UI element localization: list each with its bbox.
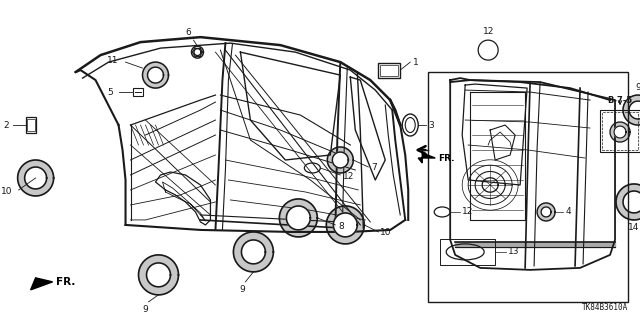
Polygon shape xyxy=(623,95,640,125)
Bar xyxy=(27,119,35,131)
Polygon shape xyxy=(326,206,364,244)
Bar xyxy=(428,72,628,302)
Polygon shape xyxy=(286,206,310,230)
Bar xyxy=(380,65,398,76)
Polygon shape xyxy=(147,67,163,83)
Text: TK84B3610A: TK84B3610A xyxy=(582,303,628,312)
Text: 12: 12 xyxy=(462,207,474,216)
Text: 12: 12 xyxy=(483,27,494,36)
Polygon shape xyxy=(629,101,640,119)
Polygon shape xyxy=(138,255,179,295)
Polygon shape xyxy=(18,160,54,196)
Text: 9: 9 xyxy=(143,305,148,314)
Polygon shape xyxy=(327,147,353,173)
Text: FR.: FR. xyxy=(438,154,454,163)
Text: 10: 10 xyxy=(1,188,13,196)
Polygon shape xyxy=(241,240,266,264)
Polygon shape xyxy=(623,191,640,213)
Text: 9: 9 xyxy=(239,285,245,294)
Polygon shape xyxy=(333,213,357,237)
Text: 12: 12 xyxy=(343,172,355,181)
Polygon shape xyxy=(418,153,435,163)
Polygon shape xyxy=(537,203,555,221)
Polygon shape xyxy=(194,49,201,56)
Text: 1: 1 xyxy=(413,58,419,67)
Bar xyxy=(132,88,143,96)
Text: FR.: FR. xyxy=(56,277,75,287)
Text: 11: 11 xyxy=(107,56,118,65)
Text: 5: 5 xyxy=(107,88,113,97)
Polygon shape xyxy=(610,122,630,142)
Polygon shape xyxy=(24,167,47,189)
Polygon shape xyxy=(191,46,204,58)
Text: 2: 2 xyxy=(3,121,9,130)
Text: 13: 13 xyxy=(508,247,520,256)
Bar xyxy=(26,117,36,133)
Text: 14: 14 xyxy=(628,223,640,232)
Polygon shape xyxy=(143,62,168,88)
Bar xyxy=(440,239,495,265)
Polygon shape xyxy=(234,232,273,272)
Polygon shape xyxy=(31,278,52,290)
Text: 9: 9 xyxy=(635,83,640,92)
Text: 6: 6 xyxy=(186,28,191,37)
Polygon shape xyxy=(332,152,348,168)
Text: 7: 7 xyxy=(371,164,377,172)
Polygon shape xyxy=(280,199,317,237)
Text: 8: 8 xyxy=(339,222,344,231)
Text: 3: 3 xyxy=(428,121,434,130)
Polygon shape xyxy=(147,263,170,287)
Bar xyxy=(600,110,640,152)
Polygon shape xyxy=(541,207,551,217)
Text: 4: 4 xyxy=(565,207,571,216)
Bar xyxy=(378,63,400,78)
Text: B-7-5: B-7-5 xyxy=(607,96,633,105)
Polygon shape xyxy=(614,126,626,138)
Polygon shape xyxy=(616,184,640,220)
Bar xyxy=(602,112,638,150)
Text: 10: 10 xyxy=(380,228,392,237)
